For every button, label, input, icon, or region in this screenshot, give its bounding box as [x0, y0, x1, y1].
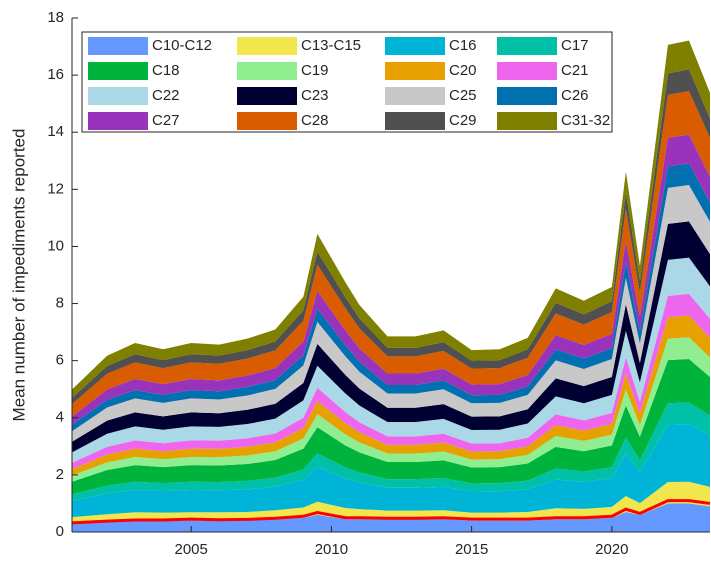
legend-label: C27	[152, 112, 180, 129]
legend-swatch	[385, 112, 445, 130]
area	[72, 337, 710, 482]
x-tick-label: 2005	[174, 541, 207, 558]
legend-label: C21	[561, 62, 589, 79]
area	[72, 69, 710, 405]
legend-swatch	[88, 37, 148, 55]
legend-swatch	[385, 62, 445, 80]
legend-swatch	[88, 112, 148, 130]
y-tick-label: 14	[47, 123, 64, 140]
legend-swatch	[237, 87, 297, 105]
legend-label: C10-C12	[152, 37, 212, 54]
legend-swatch	[237, 62, 297, 80]
area	[72, 257, 710, 463]
legend-label: C25	[449, 87, 477, 104]
legend-swatch	[385, 87, 445, 105]
legend-swatch	[497, 87, 557, 105]
legend-label: C18	[152, 62, 180, 79]
y-tick-label: 12	[47, 180, 64, 197]
area	[72, 358, 710, 495]
y-tick-label: 4	[56, 409, 64, 426]
area	[72, 185, 710, 442]
y-axis-label: Mean number of impediments reported	[9, 129, 28, 422]
legend-swatch	[88, 87, 148, 105]
y-tick-label: 10	[47, 237, 64, 254]
legend-swatch	[497, 62, 557, 80]
area	[72, 221, 710, 453]
legend-label: C29	[449, 112, 477, 129]
area	[72, 315, 710, 476]
area	[72, 402, 710, 501]
legend-label: C23	[301, 87, 329, 104]
y-tick-label: 16	[47, 66, 64, 83]
legend-label: C13-C15	[301, 37, 361, 54]
x-tick-label: 2010	[315, 541, 348, 558]
legend-swatch	[237, 112, 297, 130]
area	[72, 91, 710, 417]
legend-swatch	[497, 37, 557, 55]
legend-label: C19	[301, 62, 329, 79]
y-tick-label: 6	[56, 352, 64, 369]
legend-swatch	[385, 37, 445, 55]
legend-label: C26	[561, 87, 589, 104]
legend-swatch	[237, 37, 297, 55]
legend-label: C22	[152, 87, 180, 104]
area	[72, 481, 710, 524]
area	[72, 134, 710, 425]
legend-label: C31-32	[561, 112, 610, 129]
legend-swatch	[88, 62, 148, 80]
legend-swatch	[497, 112, 557, 130]
y-tick-label: 8	[56, 295, 64, 312]
legend-label: C17	[561, 37, 589, 54]
y-tick-label: 18	[47, 9, 64, 26]
legend-label: C16	[449, 37, 477, 54]
x-tick-label: 2020	[595, 541, 628, 558]
legend: C10-C12 C13-C15 C16 C17 C18 C19 C20 C21 C22 C23 C2…	[81, 31, 613, 133]
legend-label: C28	[301, 112, 329, 129]
area	[72, 40, 710, 398]
x-tick-label: 2015	[455, 541, 488, 558]
y-tick-label: 0	[56, 523, 64, 540]
y-tick-label: 2	[56, 466, 64, 483]
line	[71, 499, 711, 525]
legend-label: C20	[449, 62, 477, 79]
area	[72, 424, 710, 518]
area	[72, 293, 710, 470]
area	[72, 163, 710, 432]
area	[72, 503, 710, 532]
